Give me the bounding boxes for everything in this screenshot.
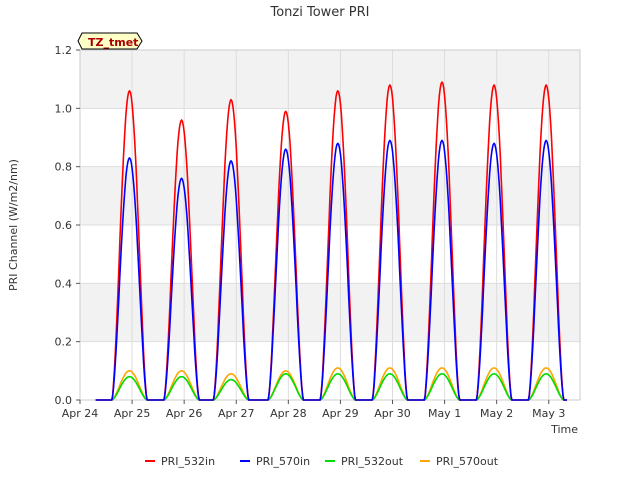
x-tick-label: Apr 25: [114, 407, 151, 420]
series-line-pri-532in: [95, 81, 567, 401]
x-tick-label: Apr 24: [62, 407, 99, 420]
plot-band: [80, 50, 580, 109]
y-tick-label: 1.0: [55, 102, 73, 115]
y-tick-label: 0.0: [55, 394, 73, 407]
series-line-pri-532out: [95, 373, 567, 401]
legend: PRI_532in PRI_570in PRI_532out PRI_570out: [145, 455, 499, 468]
annotation-box: TZ_tmet: [77, 32, 143, 50]
x-tick-label: Apr 29: [322, 407, 359, 420]
chart-title: Tonzi Tower PRI: [270, 5, 370, 20]
annotation-label: TZ_tmet: [88, 36, 138, 49]
y-axis-label: PRI Channel (W/m2/nm): [7, 159, 20, 291]
axes-group: 0.0 0.2 0.4 0.6 0.8 1.0 1.2 Apr 24 Apr 25 Apr 26 A…: [55, 44, 566, 420]
y-tick-label: 1.2: [55, 44, 73, 57]
y-tick-label: 0.8: [55, 161, 73, 174]
legend-label: PRI_570out: [436, 455, 499, 468]
x-tick-label: Apr 28: [270, 407, 307, 420]
x-tick-label: May 1: [428, 407, 461, 420]
x-tick-label: Apr 26: [166, 407, 203, 420]
y-tick-label: 0.6: [55, 219, 73, 232]
series-line-pri-570in: [95, 139, 567, 401]
x-axis-label: Time: [550, 423, 578, 436]
series-line-pri-570out: [95, 367, 567, 401]
y-tick-label: 0.4: [55, 277, 73, 290]
plot-band: [80, 108, 580, 167]
legend-label: PRI_570in: [256, 455, 310, 468]
x-tick-label: May 2: [480, 407, 513, 420]
legend-label: PRI_532out: [341, 455, 404, 468]
x-tick-label: Apr 30: [374, 407, 411, 420]
series-group: [95, 81, 567, 401]
x-tick-label: May 3: [532, 407, 565, 420]
y-tick-label: 0.2: [55, 336, 73, 349]
annotation-box-shape: [77, 32, 143, 50]
legend-label: PRI_532in: [161, 455, 215, 468]
x-tick-label: Apr 27: [218, 407, 255, 420]
